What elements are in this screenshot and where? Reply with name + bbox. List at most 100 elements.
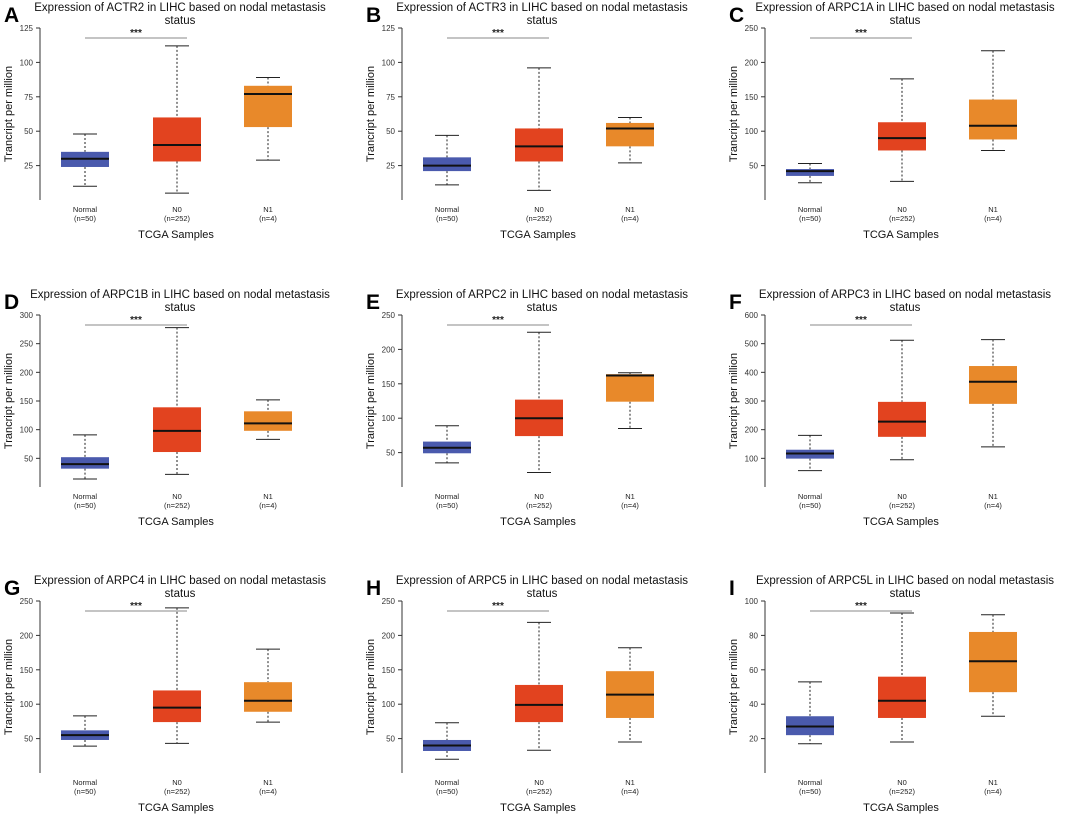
x-tick-label: N1: [988, 492, 998, 501]
x-tick-label: N0: [534, 778, 544, 787]
x-tick-label: N0: [897, 205, 907, 214]
significance-label: ***: [855, 601, 867, 612]
y-axis-title: Trancript per million: [728, 353, 740, 449]
chart-title-line1: Expression of ARPC1B in LIHC based on no…: [30, 289, 330, 301]
x-tick-label: Normal: [73, 492, 98, 501]
box-n1: [606, 116, 654, 164]
panel-A: A Expression of ACTR2 in LIHC based on no…: [3, 2, 326, 241]
y-tick-label: 200: [20, 368, 34, 377]
y-tick-label: 100: [20, 58, 34, 67]
iqr-box: [878, 122, 926, 151]
y-tick-label: 250: [382, 597, 396, 606]
x-tick-label: Normal: [798, 492, 823, 501]
x-tick-label: N0: [897, 492, 907, 501]
x-tick-count: (n=50): [799, 501, 821, 510]
x-tick-label: N1: [263, 492, 273, 501]
y-axis-title: Trancript per million: [365, 353, 377, 449]
x-axis-title: TCGA Samples: [500, 229, 576, 241]
x-tick-label: Normal: [435, 778, 460, 787]
x-tick-count: (n=252): [526, 787, 553, 796]
box-n1: [969, 339, 1017, 448]
x-tick-label: N1: [988, 205, 998, 214]
panel-G: G Expression of ARPC4 in LIHC based on no…: [3, 575, 326, 814]
x-tick-count: (n=252): [526, 214, 553, 223]
y-tick-label: 100: [745, 127, 759, 136]
y-tick-label: 300: [745, 397, 759, 406]
panel-C: C Expression of ARPC1A in LIHC based on n…: [728, 2, 1055, 241]
iqr-box: [606, 374, 654, 402]
y-tick-label: 150: [20, 666, 34, 675]
significance-label: ***: [492, 315, 504, 326]
box-n1: [969, 614, 1017, 717]
y-tick-label: 150: [382, 380, 396, 389]
y-tick-label: 40: [749, 700, 758, 709]
y-axis-title: Trancript per million: [728, 639, 740, 735]
panel-I: I Expression of ARPC5L in LIHC based on n…: [728, 575, 1054, 814]
chart-title-line2: status: [165, 302, 196, 314]
panel-letter: D: [4, 291, 19, 314]
x-tick-count: (n=4): [621, 787, 639, 796]
y-tick-label: 75: [386, 93, 395, 102]
x-tick-count: (n=252): [889, 787, 916, 796]
x-tick-count: (n=252): [164, 214, 191, 223]
y-tick-label: 200: [745, 426, 759, 435]
x-tick-count: (n=252): [889, 214, 916, 223]
box-n0: [153, 607, 201, 744]
panel-letter: A: [4, 4, 19, 27]
iqr-box: [878, 676, 926, 718]
y-tick-label: 600: [745, 311, 759, 320]
panel-letter: I: [729, 577, 735, 600]
x-axis-title: TCGA Samples: [863, 802, 939, 814]
iqr-box: [786, 169, 834, 176]
significance-label: ***: [492, 601, 504, 612]
box-n0: [878, 339, 926, 461]
x-tick-label: Normal: [435, 492, 460, 501]
x-axis-title: TCGA Samples: [500, 802, 576, 814]
box-n1: [244, 77, 292, 161]
x-tick-label: Normal: [798, 778, 823, 787]
box-n1: [244, 399, 292, 440]
y-axis-title: Trancript per million: [365, 639, 377, 735]
x-tick-label: N0: [172, 205, 182, 214]
iqr-box: [606, 122, 654, 147]
box-n0: [153, 327, 201, 475]
chart-title-line1: Expression of ARPC1A in LIHC based on no…: [755, 2, 1054, 14]
significance-label: ***: [492, 28, 504, 39]
iqr-box: [244, 85, 292, 128]
chart-title-line2: status: [165, 588, 196, 600]
x-tick-count: (n=252): [164, 501, 191, 510]
panel-letter: C: [729, 4, 744, 27]
y-tick-label: 200: [20, 631, 34, 640]
chart-title-line1: Expression of ARPC5 in LIHC based on nod…: [396, 575, 688, 587]
y-tick-label: 150: [745, 93, 759, 102]
iqr-box: [153, 407, 201, 453]
y-tick-label: 100: [20, 426, 34, 435]
box-n1: [606, 372, 654, 430]
y-tick-label: 200: [745, 58, 759, 67]
y-tick-label: 125: [382, 24, 396, 33]
y-tick-label: 100: [745, 597, 759, 606]
x-tick-label: N1: [263, 205, 273, 214]
chart-title-line1: Expression of ACTR2 in LIHC based on nod…: [34, 2, 326, 14]
y-tick-label: 50: [24, 127, 33, 136]
panel-letter: H: [366, 577, 381, 600]
iqr-box: [153, 117, 201, 162]
iqr-box: [969, 366, 1017, 404]
y-tick-label: 60: [749, 666, 758, 675]
iqr-box: [515, 684, 563, 723]
iqr-box: [515, 128, 563, 162]
y-tick-label: 50: [24, 454, 33, 463]
x-tick-label: N1: [263, 778, 273, 787]
box-n0: [878, 612, 926, 743]
box-normal: [61, 133, 109, 187]
x-axis-title: TCGA Samples: [863, 516, 939, 528]
panel-letter: F: [729, 291, 742, 314]
iqr-box: [244, 411, 292, 431]
panel-E: E Expression of ARPC2 in LIHC based on no…: [365, 289, 688, 528]
box-normal: [423, 425, 471, 464]
y-tick-label: 250: [382, 311, 396, 320]
x-axis-title: TCGA Samples: [138, 516, 214, 528]
chart-title-line2: status: [890, 302, 921, 314]
x-tick-label: N0: [897, 778, 907, 787]
